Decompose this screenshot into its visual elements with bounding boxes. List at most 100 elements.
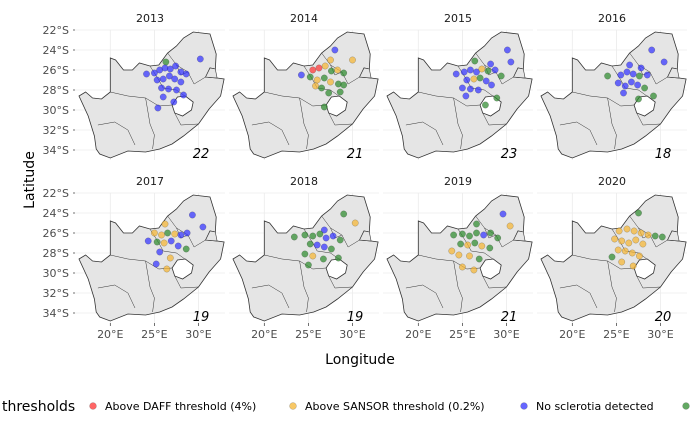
sample-point [503, 46, 511, 54]
province-border [149, 228, 194, 266]
x-tick-label: 30°E [185, 328, 211, 341]
sample-point [306, 240, 314, 248]
sample-point [152, 260, 160, 268]
sample-point [327, 78, 334, 86]
y-tick-label: 34°S [43, 307, 69, 320]
sample-point [466, 252, 473, 260]
sample-point [471, 239, 479, 247]
sample-point [336, 88, 344, 96]
sample-point [634, 81, 642, 89]
province-border [145, 97, 155, 150]
sample-point [486, 244, 494, 252]
panel-year-label: 2019 [444, 175, 472, 188]
sample-count-label: 19 [347, 310, 364, 325]
x-tick-label: 25°E [141, 328, 167, 341]
y-tick-label: 28°S [43, 247, 69, 260]
sample-point [166, 254, 174, 262]
sample-point [635, 209, 642, 217]
panel-year-label: 2016 [598, 12, 626, 25]
sample-point [182, 245, 190, 253]
sample-point [462, 92, 470, 100]
province-border [482, 112, 507, 126]
sample-point [644, 231, 652, 239]
sample-point [628, 249, 636, 257]
y-tick-label: 28°S [43, 84, 69, 97]
sample-point [458, 263, 466, 271]
sample-point [632, 236, 640, 244]
x-tick-label: 20°E [251, 328, 277, 341]
x-tick-label: 20°E [559, 328, 585, 341]
sample-point [617, 71, 625, 79]
sample-point [297, 71, 305, 79]
sample-point [452, 70, 460, 78]
province-border [174, 275, 199, 289]
sample-point [491, 66, 499, 74]
sample-point [182, 70, 190, 78]
province-border [328, 275, 353, 289]
sample-point [313, 241, 321, 249]
y-tick-label: 24°S [43, 44, 69, 57]
lesotho-shape [633, 258, 656, 280]
sample-point [478, 242, 486, 250]
x-tick-label: 25°E [603, 328, 629, 341]
province-border [559, 284, 598, 309]
sample-point [165, 72, 173, 80]
panels: 2013 22 2014 21 2015 23 2016 18 2017 19 2018 19 2019… [75, 12, 687, 325]
province-border [97, 121, 136, 146]
sample-point [177, 78, 185, 86]
eswatini-shape [205, 230, 218, 242]
sample-point [608, 253, 616, 261]
sample-point [144, 237, 152, 245]
province-border [559, 121, 598, 146]
sample-point [458, 84, 466, 92]
sample-point [627, 78, 635, 86]
sample-point [620, 89, 627, 97]
x-tick-label: 30°E [493, 328, 519, 341]
panel-year-label: 2014 [290, 12, 318, 25]
sample-point [506, 222, 514, 230]
lesotho-shape [325, 95, 348, 117]
sample-point [351, 219, 359, 227]
sample-point [340, 81, 348, 89]
sample-point [611, 235, 619, 243]
sample-point [623, 68, 631, 76]
sample-point [499, 210, 507, 218]
sample-point [623, 225, 631, 233]
sample-point [320, 243, 328, 251]
province-border [453, 97, 463, 150]
sample-point [349, 56, 356, 64]
sample-point [164, 229, 172, 237]
sample-point [466, 85, 474, 93]
y-tick-label: 34°S [43, 144, 69, 157]
sample-point [487, 229, 495, 237]
lesotho-shape [171, 95, 194, 117]
legend-key [682, 402, 690, 410]
sample-point [188, 211, 196, 219]
sample-point [494, 234, 502, 242]
sample-point [481, 101, 489, 109]
sample-point [643, 71, 651, 79]
sample-point [629, 70, 637, 78]
map-panel-2013: 2013 22 [75, 12, 225, 162]
y-tick-label: 24°S [43, 207, 69, 220]
sample-point [170, 98, 178, 106]
sample-point [327, 245, 335, 253]
eswatini-shape [667, 230, 680, 242]
x-tick-label: 30°E [647, 328, 673, 341]
eswatini-shape [513, 230, 526, 242]
sample-point [457, 240, 465, 248]
legend-key [520, 402, 528, 410]
sample-point [604, 72, 612, 80]
sample-point [651, 232, 659, 240]
sample-point [163, 265, 171, 273]
sample-point [458, 230, 466, 238]
sample-point [493, 94, 501, 102]
sample-point [165, 85, 172, 93]
sample-point [316, 230, 324, 238]
sample-point [309, 232, 317, 240]
sample-point [474, 86, 482, 94]
sample-point [629, 262, 637, 270]
map-panel-2017: 2017 19 [75, 175, 225, 325]
